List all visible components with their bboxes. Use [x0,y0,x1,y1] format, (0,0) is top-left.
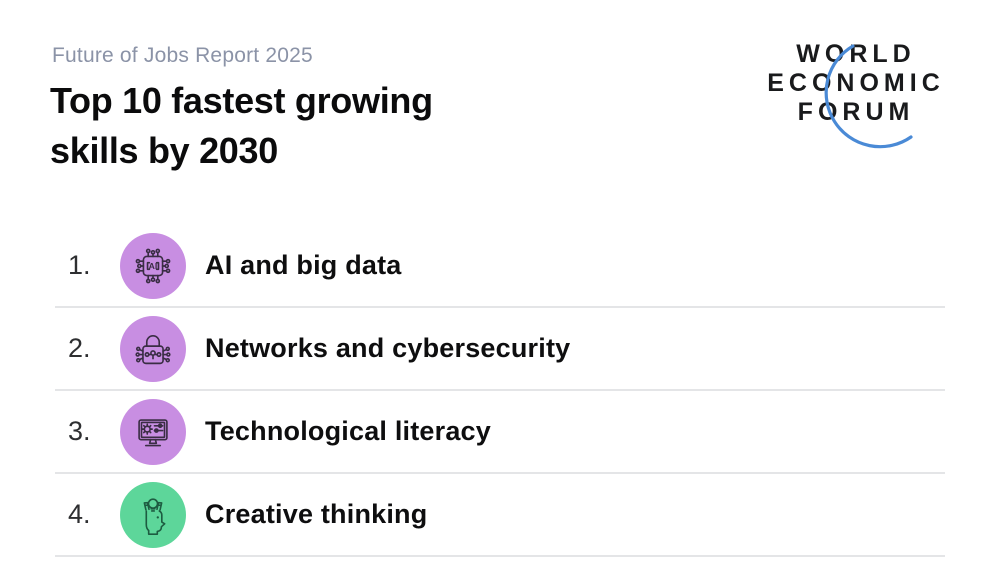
cybersecurity-lock-icon [120,315,186,382]
skill-label: Networks and cybersecurity [205,333,571,363]
list-item: 4. Creative thinking [55,474,945,557]
creative-head-icon [120,481,186,548]
wef-logo-word-world: WORLD [796,40,916,68]
rank-number: 4. [68,499,91,529]
svg-text:AI: AI [149,261,158,271]
rank-number: 1. [68,250,91,280]
technology-monitor-icon [120,398,186,465]
rank-number: 2. [68,333,91,363]
skill-label: Creative thinking [205,499,428,529]
rank-number: 3. [68,416,91,446]
page-title-line-1: Top 10 fastest growing [50,80,433,121]
skill-label: Technological literacy [205,416,491,446]
skill-label: AI and big data [205,250,402,280]
wef-logo: WORLD ECONOMIC FORUM [758,40,954,149]
list-item: 2. Networks and cybersecurity [55,308,945,391]
wef-logo-word-forum: FORUM [797,98,915,126]
list-item: 3. Technological literacy [55,391,945,474]
ai-chip-icon: AI [120,232,186,299]
page-title: Top 10 fastest growing skills by 2030 [50,76,433,176]
wef-logo-word-economic: ECONOMIC [767,69,945,97]
page-title-line-2: skills by 2030 [50,130,278,171]
list-item: 1. AI AI and big data [55,225,945,308]
skills-list: 1. AI AI and big data 2. Networks and cyb… [55,225,945,557]
report-kicker: Future of Jobs Report 2025 [52,44,313,67]
